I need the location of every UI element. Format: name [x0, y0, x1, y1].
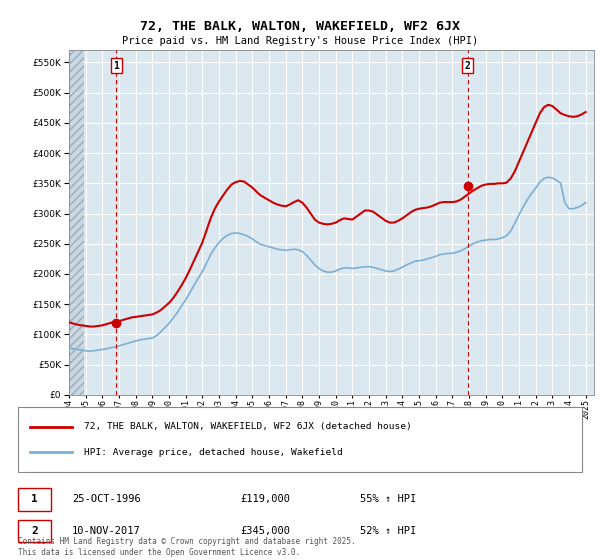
Text: £345,000: £345,000: [240, 526, 290, 536]
Text: 72, THE BALK, WALTON, WAKEFIELD, WF2 6JX: 72, THE BALK, WALTON, WAKEFIELD, WF2 6JX: [140, 20, 460, 32]
Text: 2: 2: [464, 60, 470, 71]
Bar: [18, 520, 51, 543]
Text: Price paid vs. HM Land Registry's House Price Index (HPI): Price paid vs. HM Land Registry's House …: [122, 36, 478, 46]
Text: 25-OCT-1996: 25-OCT-1996: [72, 494, 141, 505]
Text: 2: 2: [31, 526, 38, 536]
Text: 10-NOV-2017: 10-NOV-2017: [72, 526, 141, 536]
Text: 1: 1: [31, 494, 38, 505]
Bar: [18, 488, 51, 511]
Text: 1: 1: [113, 60, 119, 71]
Text: HPI: Average price, detached house, Wakefield: HPI: Average price, detached house, Wake…: [84, 448, 343, 457]
Text: 55% ↑ HPI: 55% ↑ HPI: [360, 494, 416, 505]
Text: Contains HM Land Registry data © Crown copyright and database right 2025.
This d: Contains HM Land Registry data © Crown c…: [18, 538, 356, 557]
Bar: [18, 407, 582, 472]
Text: 72, THE BALK, WALTON, WAKEFIELD, WF2 6JX (detached house): 72, THE BALK, WALTON, WAKEFIELD, WF2 6JX…: [84, 422, 412, 431]
Bar: [69, 50, 85, 395]
Text: 52% ↑ HPI: 52% ↑ HPI: [360, 526, 416, 536]
Text: £119,000: £119,000: [240, 494, 290, 505]
